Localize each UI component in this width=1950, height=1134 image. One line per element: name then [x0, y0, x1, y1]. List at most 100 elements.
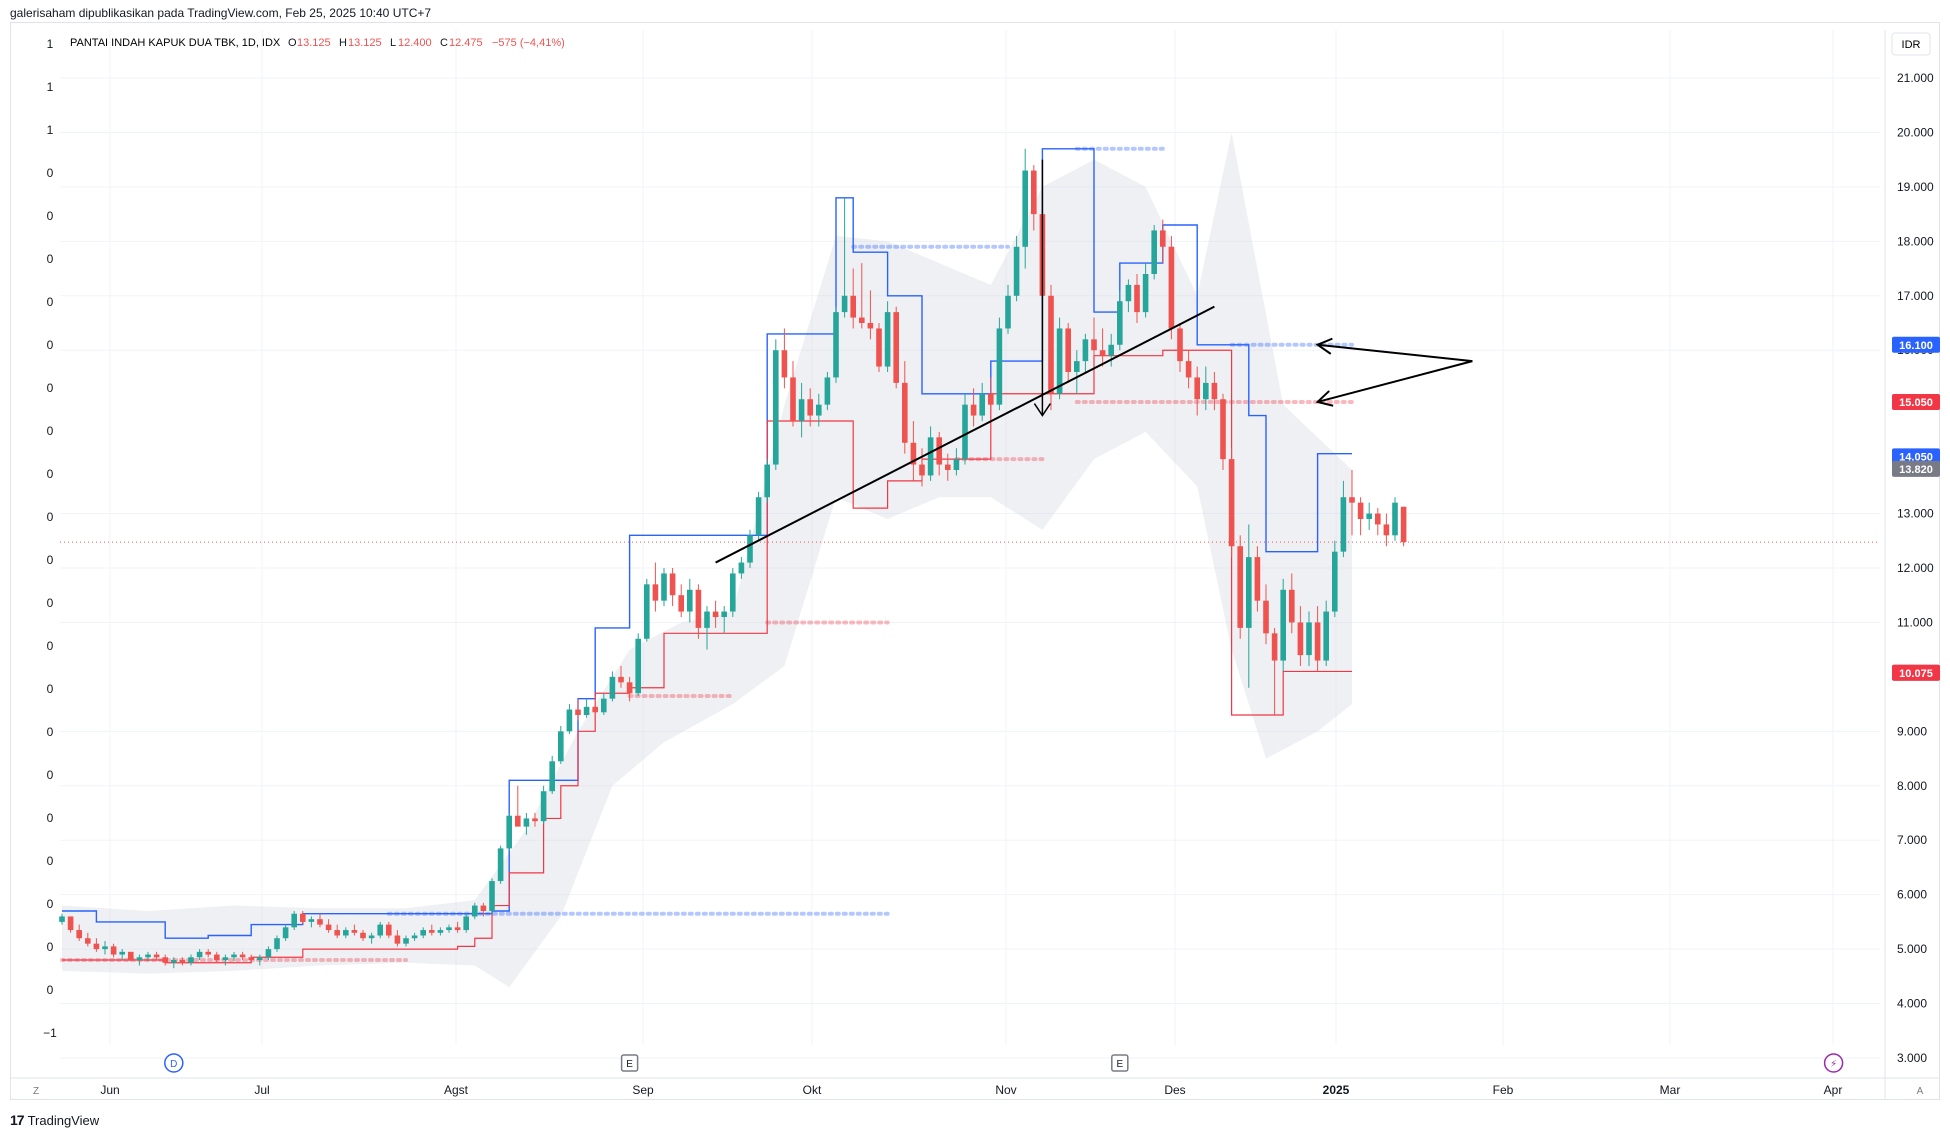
candle-body[interactable]	[824, 377, 831, 405]
candle-body[interactable]	[1048, 295, 1054, 394]
candle-body[interactable]	[454, 927, 461, 931]
candle-body[interactable]	[1332, 551, 1338, 612]
earnings-icon[interactable]	[620, 1054, 639, 1072]
candle-body[interactable]	[996, 328, 1003, 405]
candle-body[interactable]	[712, 611, 719, 617]
candle-body[interactable]	[618, 676, 624, 683]
candle-body[interactable]	[884, 312, 891, 367]
candle-body[interactable]	[1168, 246, 1175, 329]
auto-scale-corner[interactable]: A	[1917, 1086, 1924, 1097]
candle-body[interactable]	[1108, 344, 1114, 356]
candle-body[interactable]	[540, 791, 547, 822]
candle-body[interactable]	[962, 404, 968, 460]
candle-body[interactable]	[394, 935, 401, 944]
candle-body[interactable]	[1400, 506, 1407, 543]
candle-body[interactable]	[1366, 513, 1372, 519]
candle-body[interactable]	[437, 930, 444, 933]
candle-body[interactable]	[747, 535, 753, 563]
candle-body[interactable]	[1056, 328, 1063, 394]
candle-body[interactable]	[583, 706, 590, 715]
candle-body[interactable]	[669, 573, 676, 596]
candle-body[interactable]	[1306, 622, 1312, 656]
candle-body[interactable]	[927, 437, 934, 476]
candle-body[interactable]	[1091, 339, 1097, 351]
candle-body[interactable]	[480, 905, 487, 911]
candle-body[interactable]	[403, 938, 409, 944]
candle-body[interactable]	[1151, 230, 1157, 274]
candle-body[interactable]	[807, 399, 813, 416]
candle-body[interactable]	[902, 382, 908, 443]
candle-body[interactable]	[626, 682, 633, 694]
candle-body[interactable]	[678, 595, 684, 612]
candle-body[interactable]	[1340, 497, 1347, 552]
candle-body[interactable]	[153, 954, 160, 958]
candle-body[interactable]	[1392, 502, 1398, 536]
candle-body[interactable]	[1254, 557, 1261, 601]
candle-body[interactable]	[798, 399, 805, 421]
candle-body[interactable]	[515, 815, 521, 827]
candle-body[interactable]	[1323, 611, 1329, 661]
candle-body[interactable]	[919, 464, 925, 476]
candle-body[interactable]	[1220, 399, 1226, 460]
candle-body[interactable]	[85, 938, 91, 944]
candle-body[interactable]	[841, 295, 848, 313]
candle-body[interactable]	[575, 709, 581, 715]
candle-body[interactable]	[1117, 301, 1123, 345]
candle-body[interactable]	[386, 924, 392, 936]
candle-body[interactable]	[1357, 502, 1364, 519]
candle-body[interactable]	[308, 919, 315, 922]
candle-body[interactable]	[850, 295, 856, 318]
candle-body[interactable]	[222, 957, 229, 960]
candle-body[interactable]	[429, 930, 435, 933]
candle-body[interactable]	[532, 818, 538, 822]
candle-body[interactable]	[1082, 339, 1089, 362]
candle-body[interactable]	[102, 946, 108, 950]
candle-body[interactable]	[661, 573, 667, 601]
candle-body[interactable]	[945, 464, 951, 470]
candle-body[interactable]	[1246, 557, 1252, 628]
candle-body[interactable]	[360, 932, 366, 939]
candle-body[interactable]	[1280, 589, 1286, 661]
candle-body[interactable]	[119, 951, 125, 955]
candle-body[interactable]	[1177, 328, 1183, 362]
candle-body[interactable]	[876, 328, 882, 367]
candle-body[interactable]	[910, 442, 917, 465]
split-icon[interactable]	[1823, 1053, 1844, 1073]
candle-body[interactable]	[1142, 274, 1149, 313]
candle-body[interactable]	[446, 927, 452, 931]
candle-body[interactable]	[988, 393, 994, 405]
candle-body[interactable]	[781, 350, 788, 378]
candle-body[interactable]	[1297, 622, 1304, 656]
candle-body[interactable]	[1005, 295, 1011, 329]
candle-body[interactable]	[609, 676, 616, 699]
candle-body[interactable]	[1383, 524, 1390, 536]
candle-body[interactable]	[738, 562, 745, 574]
candle-body[interactable]	[300, 913, 306, 922]
candle-body[interactable]	[214, 954, 220, 960]
candle-body[interactable]	[790, 377, 796, 421]
earnings-icon[interactable]	[1111, 1054, 1129, 1072]
candle-body[interactable]	[652, 584, 659, 601]
candle-body[interactable]	[558, 731, 564, 762]
candle-body[interactable]	[196, 951, 203, 958]
candle-body[interactable]	[93, 943, 100, 950]
candle-body[interactable]	[334, 930, 340, 936]
trend-line[interactable]	[715, 305, 1215, 564]
candle-body[interactable]	[1099, 350, 1106, 356]
candle-body[interactable]	[635, 638, 641, 694]
candle-body[interactable]	[67, 916, 74, 931]
candle-body[interactable]	[1013, 246, 1020, 296]
dividend-icon[interactable]	[164, 1053, 184, 1073]
candle-body[interactable]	[549, 761, 555, 792]
candle-body[interactable]	[644, 584, 650, 639]
candle-body[interactable]	[291, 913, 297, 928]
candle-body[interactable]	[274, 938, 280, 950]
candle-body[interactable]	[859, 317, 865, 323]
candle-body[interactable]	[566, 709, 573, 732]
candle-body[interactable]	[704, 611, 710, 628]
candle-body[interactable]	[463, 916, 469, 931]
candle-body[interactable]	[1185, 361, 1192, 378]
candle-body[interactable]	[282, 927, 289, 939]
candle-body[interactable]	[1031, 170, 1037, 215]
candle-body[interactable]	[317, 919, 323, 925]
